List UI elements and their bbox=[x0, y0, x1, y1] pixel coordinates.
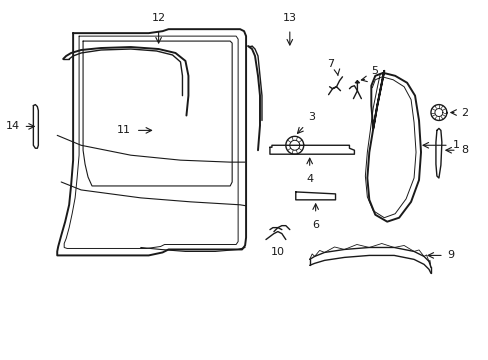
Text: 11: 11 bbox=[117, 125, 130, 135]
Text: 4: 4 bbox=[305, 174, 313, 184]
Text: 14: 14 bbox=[5, 121, 20, 131]
Text: 9: 9 bbox=[446, 251, 453, 260]
Text: 13: 13 bbox=[282, 13, 296, 23]
Text: 10: 10 bbox=[270, 247, 285, 257]
Text: 8: 8 bbox=[460, 145, 467, 155]
Text: 1: 1 bbox=[452, 140, 459, 150]
Text: 5: 5 bbox=[370, 66, 378, 76]
Text: 3: 3 bbox=[307, 112, 314, 122]
Text: 2: 2 bbox=[460, 108, 467, 117]
Text: 12: 12 bbox=[151, 13, 165, 23]
Text: 6: 6 bbox=[311, 220, 319, 230]
Text: 7: 7 bbox=[327, 59, 334, 69]
